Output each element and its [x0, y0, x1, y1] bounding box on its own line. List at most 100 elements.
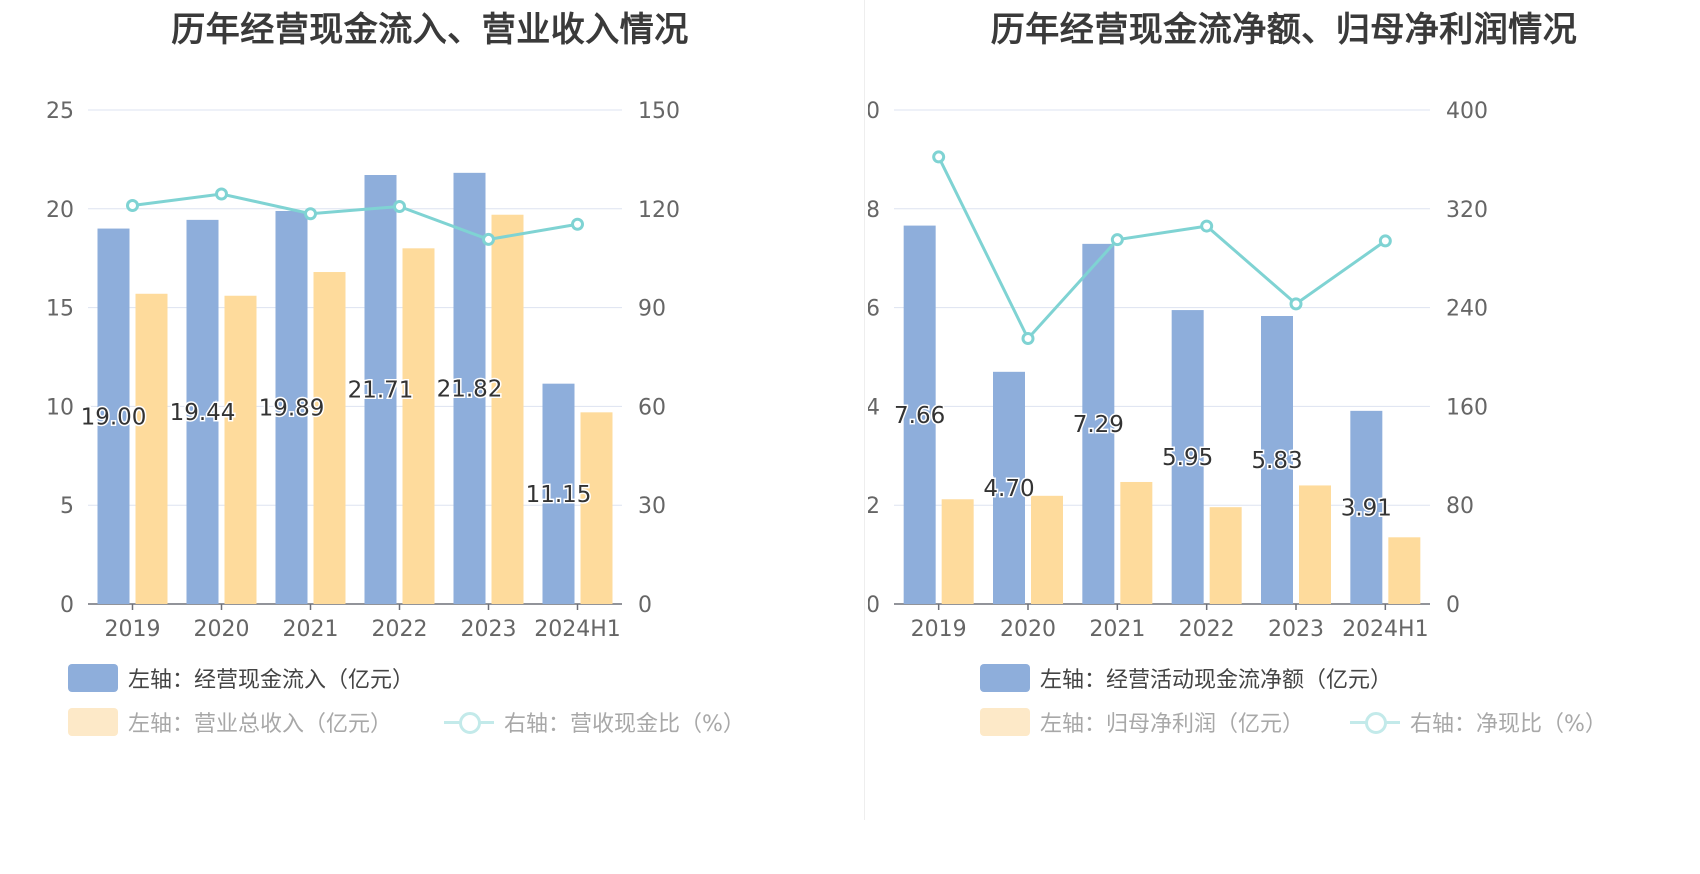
bar-primary	[275, 210, 308, 604]
bar-secondary	[491, 214, 524, 604]
bar-secondary	[313, 272, 346, 604]
x-tick-label: 2024H1	[534, 617, 621, 642]
bar-secondary	[1388, 537, 1421, 604]
y-right-tick-label: 30	[638, 494, 666, 519]
y-left-tick-label: 0	[868, 593, 880, 618]
bar-data-label: 11.15	[526, 482, 592, 508]
x-tick-label: 2019	[105, 617, 161, 642]
bar-data-label: 7.29	[1073, 412, 1124, 438]
bar-data-label: 5.83	[1251, 448, 1302, 474]
y-right-tick-label: 160	[1446, 395, 1488, 420]
y-left-tick-label: 25	[46, 99, 74, 124]
ratio-point	[1110, 233, 1124, 247]
legend-label: 右轴：营收现金比（%）	[504, 712, 745, 737]
bar-data-label: 7.66	[894, 403, 945, 429]
y-right-tick-label: 320	[1446, 198, 1488, 223]
x-tick-label: 2023	[1268, 617, 1324, 642]
x-tick-label: 2024H1	[1342, 617, 1429, 642]
bar-secondary	[1120, 481, 1153, 604]
x-tick-label: 2021	[283, 617, 339, 642]
chart-svg: 0 0 2 80 4 160 6 240 8 320 10 400 2019 2020 2021 2022 20…	[868, 99, 1488, 642]
y-left-tick-label: 0	[60, 593, 74, 618]
bar-secondary	[1031, 495, 1063, 604]
legend-line-marker-icon	[1350, 708, 1400, 736]
bar-data-label: 3.91	[1341, 495, 1392, 521]
ratio-point	[571, 217, 584, 231]
y-right-tick-label: 0	[638, 593, 652, 618]
bar-data-label: 4.70	[983, 476, 1034, 502]
ratio-point	[1200, 219, 1214, 233]
chart-panel-netcash-profit: 历年经营现金流净额、归母净利润情况 0 0 2 80 4 160 6 240 8 320 10 400…	[868, 0, 1700, 874]
y-left-tick-label: 10	[868, 99, 880, 124]
bar-primary	[97, 228, 130, 604]
legend-item-net-operating-cash[interactable]: 左轴：经营活动现金流净额（亿元）	[980, 662, 1392, 694]
x-tick-label: 2022	[1179, 617, 1235, 642]
legend-label: 左轴：经营现金流入（亿元）	[128, 668, 415, 693]
bar-data-label: 21.71	[348, 378, 414, 404]
x-tick-label: 2021	[1089, 617, 1145, 642]
y-right-tick-label: 90	[638, 297, 666, 322]
chart-title: 历年经营现金流入、营业收入情况	[171, 10, 689, 50]
y-right-tick-label: 80	[1446, 494, 1474, 519]
ratio-point	[1021, 331, 1035, 345]
ratio-line	[132, 192, 578, 241]
bar-secondary	[402, 248, 435, 604]
bar-secondary	[224, 295, 257, 604]
bar-secondary	[1209, 507, 1242, 604]
legend-label: 左轴：营业总收入（亿元）	[128, 712, 393, 737]
y-left-tick-label: 6	[868, 297, 880, 322]
y-left-tick-label: 2	[868, 494, 880, 519]
x-tick-label: 2023	[461, 617, 517, 642]
ratio-line	[937, 156, 1387, 342]
bar-primary	[364, 175, 397, 604]
x-tick-label: 2020	[194, 617, 250, 642]
y-left-tick-label: 20	[46, 198, 74, 223]
y-left-tick-label: 15	[46, 297, 74, 322]
ratio-point	[304, 207, 317, 221]
bar-primary	[453, 172, 486, 605]
chart-svg: 0 0 5 30 10 60 15 90 20 120 25 150 2019 2020 2021 2022 2…	[46, 99, 680, 642]
ratio-point	[393, 199, 406, 213]
y-left-tick-label: 10	[46, 395, 74, 420]
bar-secondary	[1299, 485, 1331, 604]
legend-swatch	[68, 664, 118, 692]
chart-title: 历年经营现金流净额、归母净利润情况	[990, 10, 1578, 50]
ratio-point	[126, 199, 139, 213]
x-tick-label: 2019	[911, 617, 967, 642]
bar-data-label: 19.44	[170, 400, 236, 426]
y-right-tick-label: 400	[1446, 99, 1488, 124]
legend-line-marker-icon	[444, 708, 494, 736]
y-left-tick-label: 4	[868, 395, 880, 420]
y-right-tick-label: 240	[1446, 297, 1488, 322]
legend-label: 右轴：净现比（%）	[1410, 712, 1607, 737]
bar-primary	[1261, 315, 1293, 604]
legend-item-revenue[interactable]: 左轴：营业总收入（亿元）	[68, 706, 392, 738]
ratio-point	[215, 187, 228, 201]
ratio-point	[1378, 234, 1392, 248]
panel-divider	[864, 0, 865, 820]
bar-secondary	[580, 412, 613, 604]
y-right-tick-label: 60	[638, 395, 666, 420]
bar-primary	[542, 383, 575, 604]
bar-primary	[1171, 310, 1204, 604]
legend-swatch	[980, 664, 1030, 692]
legend-swatch	[980, 708, 1030, 736]
bar-primary	[993, 371, 1025, 604]
legend-swatch	[68, 708, 118, 736]
bar-primary	[1350, 410, 1383, 604]
legend-item-cash-inflow[interactable]: 左轴：经营现金流入（亿元）	[68, 662, 414, 694]
bar-data-label: 19.89	[259, 395, 325, 421]
x-tick-label: 2020	[1000, 617, 1056, 642]
y-left-tick-label: 5	[60, 494, 74, 519]
legend-item-net-cash-ratio[interactable]: 右轴：净现比（%）	[1350, 706, 1607, 738]
ratio-point	[482, 232, 495, 246]
bar-data-label: 5.95	[1162, 445, 1213, 471]
legend-item-cash-revenue-ratio[interactable]: 右轴：营收现金比（%）	[444, 706, 745, 738]
legend-item-net-profit[interactable]: 左轴：归母净利润（亿元）	[980, 706, 1304, 738]
bar-primary	[903, 225, 936, 604]
chart-panel-cashflow-revenue: 历年经营现金流入、营业收入情况 0 0 5 30 10 60 15 90 20 120 25 150 2…	[46, 10, 745, 738]
bar-data-label: 21.82	[437, 376, 503, 402]
bar-secondary	[941, 499, 974, 604]
bar-primary	[186, 219, 219, 604]
x-tick-label: 2022	[372, 617, 428, 642]
